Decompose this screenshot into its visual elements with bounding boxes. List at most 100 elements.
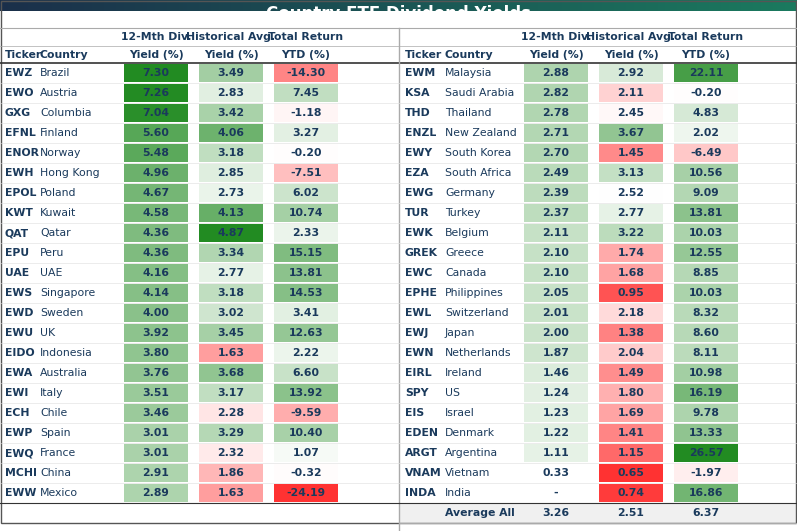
- Bar: [524, 164, 588, 182]
- Bar: [634, 0, 638, 28]
- Bar: [674, 284, 738, 302]
- Text: 2.51: 2.51: [618, 508, 645, 518]
- Text: Country: Country: [40, 49, 88, 59]
- Bar: [274, 324, 338, 342]
- Bar: [399, 443, 797, 463]
- Text: GREK: GREK: [405, 248, 438, 258]
- Text: Switzerland: Switzerland: [445, 308, 508, 318]
- Bar: [227, 0, 232, 28]
- Bar: [462, 0, 467, 28]
- Bar: [478, 0, 483, 28]
- Bar: [147, 0, 152, 28]
- Text: UAE: UAE: [5, 268, 29, 278]
- Text: 2.18: 2.18: [618, 308, 645, 318]
- Text: 10.74: 10.74: [289, 208, 324, 218]
- Bar: [243, 0, 248, 28]
- Bar: [498, 0, 503, 28]
- Text: 2.32: 2.32: [218, 448, 245, 458]
- Bar: [259, 0, 264, 28]
- Bar: [283, 0, 288, 28]
- Bar: [32, 0, 37, 28]
- Bar: [524, 404, 588, 422]
- Bar: [124, 0, 128, 28]
- Text: -0.32: -0.32: [290, 468, 322, 478]
- Text: France: France: [40, 448, 77, 458]
- Text: Ireland: Ireland: [445, 368, 483, 378]
- Bar: [599, 444, 663, 462]
- Bar: [187, 0, 192, 28]
- Bar: [274, 344, 338, 362]
- Text: 1.38: 1.38: [618, 328, 645, 338]
- Bar: [524, 224, 588, 242]
- Bar: [546, 0, 551, 28]
- Bar: [705, 0, 710, 28]
- Bar: [124, 64, 188, 82]
- Text: Saudi Arabia: Saudi Arabia: [445, 88, 514, 98]
- Bar: [414, 0, 419, 28]
- Text: Turkey: Turkey: [445, 208, 481, 218]
- Text: 2.77: 2.77: [218, 268, 245, 278]
- Bar: [524, 284, 588, 302]
- Text: 6.37: 6.37: [693, 508, 720, 518]
- Bar: [124, 124, 188, 142]
- Bar: [789, 0, 794, 28]
- Bar: [108, 0, 112, 28]
- Bar: [630, 0, 634, 28]
- Bar: [132, 0, 136, 28]
- Text: Chile: Chile: [40, 408, 67, 418]
- Text: EWP: EWP: [5, 428, 33, 438]
- Bar: [524, 144, 588, 162]
- Bar: [68, 0, 73, 28]
- Text: EIS: EIS: [405, 408, 424, 418]
- Bar: [215, 0, 220, 28]
- Bar: [143, 0, 148, 28]
- Bar: [514, 0, 519, 28]
- Bar: [56, 0, 61, 28]
- Text: New Zealand: New Zealand: [445, 128, 516, 138]
- Bar: [399, 323, 797, 343]
- Bar: [231, 0, 236, 28]
- Text: 3.17: 3.17: [218, 388, 245, 398]
- Bar: [524, 344, 588, 362]
- Bar: [524, 484, 588, 502]
- Bar: [124, 304, 188, 322]
- Bar: [642, 0, 646, 28]
- Text: 2.28: 2.28: [218, 408, 245, 418]
- Text: -7.51: -7.51: [290, 168, 322, 178]
- Text: EWZ: EWZ: [5, 68, 32, 78]
- Bar: [524, 124, 588, 142]
- Text: 2.00: 2.00: [543, 328, 569, 338]
- Text: Norway: Norway: [40, 148, 81, 158]
- Bar: [124, 444, 188, 462]
- Bar: [399, 83, 797, 103]
- Bar: [0, 0, 5, 28]
- Bar: [410, 0, 415, 28]
- Bar: [0, 243, 399, 263]
- Bar: [793, 0, 797, 28]
- Text: 13.92: 13.92: [289, 388, 324, 398]
- Text: TUR: TUR: [405, 208, 430, 218]
- Text: 2.49: 2.49: [543, 168, 570, 178]
- Bar: [599, 324, 663, 342]
- Text: Yield (%): Yield (%): [128, 49, 183, 59]
- Text: 3.45: 3.45: [218, 328, 245, 338]
- Text: Ticker: Ticker: [405, 49, 442, 59]
- Bar: [291, 0, 296, 28]
- Text: 8.60: 8.60: [693, 328, 720, 338]
- Text: 5.48: 5.48: [143, 148, 170, 158]
- Bar: [781, 0, 786, 28]
- Text: 3.80: 3.80: [143, 348, 170, 358]
- Bar: [599, 104, 663, 122]
- Bar: [599, 164, 663, 182]
- Text: Vietnam: Vietnam: [445, 468, 490, 478]
- Bar: [614, 0, 618, 28]
- Bar: [749, 0, 754, 28]
- Bar: [773, 0, 778, 28]
- Bar: [524, 184, 588, 202]
- Text: Historical Avg.: Historical Avg.: [186, 32, 276, 42]
- Text: EWS: EWS: [5, 288, 32, 298]
- Bar: [606, 0, 611, 28]
- Bar: [524, 464, 588, 482]
- Text: Belgium: Belgium: [445, 228, 489, 238]
- Bar: [490, 0, 495, 28]
